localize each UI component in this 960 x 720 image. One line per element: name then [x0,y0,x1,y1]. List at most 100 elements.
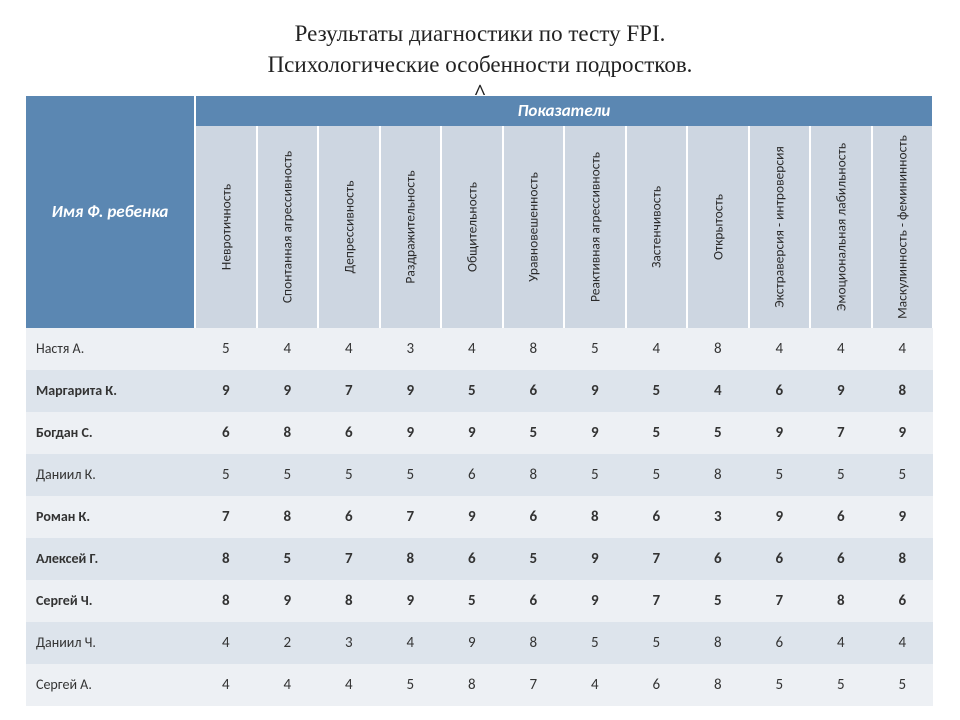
value-cell: 8 [687,328,749,370]
value-cell: 4 [564,664,626,706]
column-header: Эмоциональная лабильность [810,126,872,328]
value-cell: 5 [503,412,565,454]
value-cell: 6 [503,496,565,538]
value-cell: 9 [441,496,503,538]
name-cell: Алексей Г. [26,538,195,580]
table-body: Настя А.544348548444Маргарита К.99795695… [26,328,933,706]
column-header-label: Общительность [463,182,480,272]
value-cell: 3 [380,328,442,370]
value-cell: 5 [564,328,626,370]
value-cell: 9 [195,370,257,412]
value-cell: 5 [687,580,749,622]
column-header: Депрессивность [318,126,380,328]
table-row: Даниил К.555568558555 [26,454,933,496]
name-cell: Даниил К. [26,454,195,496]
column-header: Открытость [687,126,749,328]
value-cell: 6 [872,580,934,622]
value-cell: 8 [503,328,565,370]
value-cell: 4 [441,328,503,370]
value-cell: 9 [380,580,442,622]
value-cell: 8 [503,622,565,664]
value-cell: 9 [749,496,811,538]
value-cell: 9 [564,538,626,580]
name-cell: Богдан С. [26,412,195,454]
value-cell: 8 [195,580,257,622]
value-cell: 8 [687,664,749,706]
value-cell: 4 [318,328,380,370]
value-cell: 8 [687,622,749,664]
value-cell: 6 [810,538,872,580]
value-cell: 5 [380,664,442,706]
table-row: Роман К.786796863969 [26,496,933,538]
value-cell: 6 [441,454,503,496]
value-cell: 9 [380,370,442,412]
value-cell: 5 [441,370,503,412]
table-row: Даниил Ч.423498558644 [26,622,933,664]
value-cell: 4 [195,622,257,664]
value-cell: 6 [626,496,688,538]
value-cell: 5 [749,454,811,496]
value-cell: 7 [810,412,872,454]
column-header: Уравновешенность [503,126,565,328]
value-cell: 5 [810,454,872,496]
value-cell: 9 [441,622,503,664]
value-cell: 6 [626,664,688,706]
title-line-1: Результаты диагностики по тесту FPI. [0,18,960,49]
value-cell: 7 [318,370,380,412]
column-header-label: Открытость [709,194,726,260]
value-cell: 6 [503,580,565,622]
value-cell: 7 [749,580,811,622]
value-cell: 5 [872,664,934,706]
value-cell: 2 [257,622,319,664]
name-cell: Сергей Ч. [26,580,195,622]
table-row: Маргарита К.997956954698 [26,370,933,412]
value-cell: 9 [564,412,626,454]
value-cell: 5 [257,454,319,496]
value-cell: 9 [564,580,626,622]
value-cell: 6 [318,496,380,538]
value-cell: 4 [810,328,872,370]
name-cell: Сергей А. [26,664,195,706]
value-cell: 6 [441,538,503,580]
value-cell: 8 [257,412,319,454]
value-cell: 9 [257,370,319,412]
value-cell: 8 [380,538,442,580]
value-cell: 5 [626,454,688,496]
value-cell: 7 [195,496,257,538]
value-cell: 5 [380,454,442,496]
column-header-label: Эмоциональная лабильность [832,143,849,311]
column-header-label: Уравновешенность [525,172,542,282]
value-cell: 7 [318,538,380,580]
value-cell: 9 [380,412,442,454]
value-cell: 9 [872,496,934,538]
name-cell: Даниил Ч. [26,622,195,664]
value-cell: 4 [195,664,257,706]
value-cell: 6 [749,622,811,664]
header-name-col: Имя Ф. ребенка [26,96,195,328]
value-cell: 8 [872,538,934,580]
value-cell: 9 [810,370,872,412]
value-cell: 8 [503,454,565,496]
value-cell: 5 [564,454,626,496]
value-cell: 4 [872,328,934,370]
column-header: Общительность [441,126,503,328]
value-cell: 5 [318,454,380,496]
value-cell: 4 [318,664,380,706]
value-cell: 9 [441,412,503,454]
column-header-label: Реактивная агрессивность [586,152,603,302]
value-cell: 5 [687,412,749,454]
name-cell: Маргарита К. [26,370,195,412]
value-cell: 4 [749,328,811,370]
value-cell: 4 [257,664,319,706]
value-cell: 9 [872,412,934,454]
value-cell: 7 [503,664,565,706]
value-cell: 4 [872,622,934,664]
value-cell: 8 [195,538,257,580]
title-block: Результаты диагностики по тесту FPI. Пси… [0,18,960,80]
value-cell: 5 [503,538,565,580]
column-header-label: Застенчивость [648,186,665,268]
table-row: Сергей Ч.898956975786 [26,580,933,622]
value-cell: 5 [441,580,503,622]
value-cell: 6 [810,496,872,538]
value-cell: 8 [564,496,626,538]
